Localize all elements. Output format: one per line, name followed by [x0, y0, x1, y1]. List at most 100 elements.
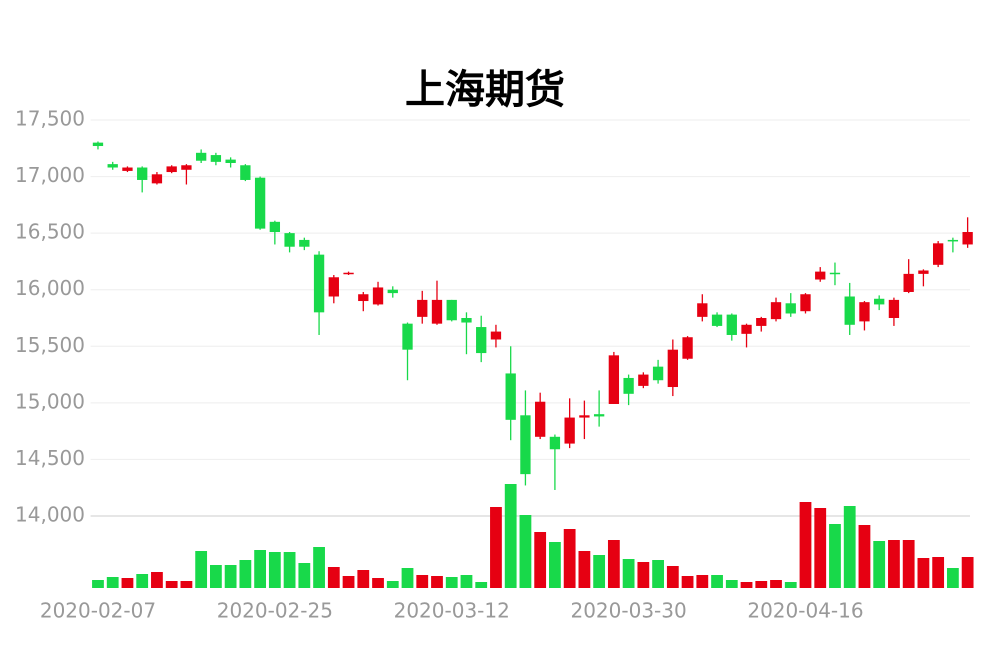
- candle-body: [284, 233, 295, 247]
- candle-body: [372, 287, 384, 305]
- y-tick-label: 17,000: [15, 163, 85, 187]
- candle-body: [446, 299, 457, 321]
- volume-bar: [681, 576, 694, 588]
- candle-body: [549, 436, 561, 450]
- x-tick-label: 2020-02-25: [217, 599, 333, 623]
- y-tick-label: 15,500: [15, 333, 85, 357]
- volume-bar: [504, 484, 517, 588]
- candle-body: [564, 417, 575, 444]
- candle-body: [593, 414, 605, 417]
- candle-body: [107, 164, 118, 168]
- volume-bar: [475, 582, 488, 588]
- candle-body: [652, 366, 664, 381]
- candle-body: [137, 167, 148, 180]
- volume-bar: [416, 575, 429, 588]
- candle-body: [711, 314, 723, 326]
- candle-body: [623, 377, 634, 394]
- candle-body: [122, 167, 133, 171]
- y-tick-label: 15,000: [15, 389, 85, 413]
- candle-body: [682, 337, 693, 359]
- volume-bar: [770, 580, 782, 588]
- volume-bar: [799, 502, 812, 588]
- candle-body: [667, 349, 678, 388]
- candle-body: [417, 299, 428, 317]
- volume-bar: [283, 552, 296, 588]
- volume-bar: [711, 575, 723, 588]
- chart-title: 上海期货: [405, 67, 565, 113]
- candle-body: [947, 239, 959, 242]
- candle-body: [829, 272, 841, 275]
- candle-body: [490, 331, 502, 340]
- volume-bar: [342, 576, 355, 588]
- candle-body: [195, 152, 207, 161]
- volume-bar: [652, 560, 664, 588]
- candle-body: [520, 415, 531, 475]
- volume-bar: [195, 551, 208, 588]
- volume-bar: [858, 525, 871, 588]
- volume-bar: [106, 577, 119, 588]
- candle-body: [431, 299, 443, 324]
- candle-body: [166, 166, 177, 173]
- candle-body: [697, 303, 708, 317]
- candle-body: [579, 415, 590, 418]
- volume-bar: [92, 580, 104, 588]
- candle-body: [638, 374, 649, 386]
- candle-body: [800, 294, 811, 312]
- volume-bar: [578, 551, 591, 588]
- candle-body: [962, 232, 973, 245]
- volume-bar: [696, 575, 709, 588]
- candle-body: [225, 159, 236, 163]
- candle-body: [299, 239, 310, 247]
- candle-body: [461, 318, 472, 323]
- candle-body: [815, 271, 826, 280]
- candle-body: [741, 324, 752, 334]
- volume-bar: [327, 567, 340, 588]
- candle-body: [313, 254, 325, 313]
- candle-body: [254, 177, 266, 229]
- volume-bar: [386, 581, 399, 588]
- candle-body: [343, 272, 354, 275]
- volume-bar: [843, 506, 856, 588]
- candle-body: [535, 401, 546, 437]
- x-tick-label: 2020-02-07: [40, 599, 156, 623]
- volume-bar: [224, 565, 237, 588]
- volume-bar: [888, 540, 900, 588]
- volume-bar: [961, 557, 974, 588]
- candle-body: [240, 165, 251, 180]
- candle-body: [756, 318, 767, 326]
- candle-body: [903, 273, 914, 292]
- candle-body: [770, 302, 782, 320]
- volume-bar: [563, 529, 576, 588]
- candle-body: [918, 270, 929, 274]
- volume-bar: [902, 540, 915, 588]
- candle-body: [181, 165, 192, 170]
- candle-body: [874, 298, 885, 305]
- candle-body: [92, 142, 104, 147]
- volume-bar: [165, 581, 178, 588]
- volume-bar: [784, 582, 797, 588]
- volume-bar: [372, 578, 384, 588]
- volume-bar: [298, 563, 311, 588]
- candle-body: [726, 314, 737, 335]
- volume-bar: [254, 550, 267, 588]
- y-tick-label: 14,000: [15, 503, 85, 527]
- candle-body: [328, 277, 339, 297]
- volume-bar: [549, 542, 561, 588]
- y-tick-label: 16,500: [15, 220, 85, 244]
- volume-bar: [917, 558, 930, 588]
- volume-bar: [490, 507, 502, 588]
- volume-bar: [431, 576, 443, 588]
- candle-body: [859, 302, 870, 322]
- x-tick-label: 2020-03-12: [394, 599, 510, 623]
- volume-bar: [534, 532, 547, 588]
- volume-bar: [666, 566, 679, 588]
- candle-body: [387, 289, 398, 294]
- candle-body: [358, 294, 369, 302]
- volume-bar: [607, 540, 620, 588]
- volume-bar: [313, 547, 325, 588]
- volume-bar: [460, 575, 473, 588]
- candle-body: [476, 327, 487, 354]
- volume-bar: [622, 559, 635, 588]
